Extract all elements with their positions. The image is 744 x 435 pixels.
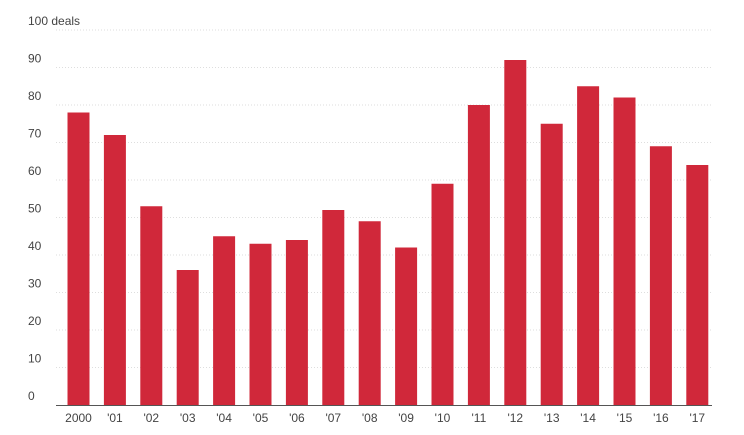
gridlines xyxy=(56,29,712,368)
y-tick-label-80: 80 xyxy=(28,89,42,103)
x-tick-label-1: '01 xyxy=(107,411,123,425)
bar-7 xyxy=(322,210,345,405)
bar-12 xyxy=(504,60,527,405)
x-tick-label-4: '04 xyxy=(216,411,232,425)
y-tick-label-100: 100 deals xyxy=(28,14,80,28)
x-tick-label-7: '07 xyxy=(325,411,341,425)
x-tick-label-17: '17 xyxy=(689,411,705,425)
bar-2 xyxy=(140,206,163,405)
y-tick-label-70: 70 xyxy=(28,127,42,141)
y-tick-label-30: 30 xyxy=(28,277,42,291)
x-axis-tick-labels: 2000 '01 '02 '03 '04 '05 '06 '07 '08 '09 '10 '11 '12… xyxy=(65,411,705,425)
bar-10 xyxy=(431,183,454,405)
x-tick-label-9: '09 xyxy=(398,411,414,425)
y-axis-tick-labels: 0 10 20 30 40 50 60 70 80 90 100 deals xyxy=(28,14,80,403)
bar-1 xyxy=(103,135,126,405)
y-tick-label-0: 0 xyxy=(28,389,35,403)
bar-6 xyxy=(285,240,308,405)
bar-8 xyxy=(358,221,381,405)
bar-0 xyxy=(67,112,90,405)
x-tick-label-15: '15 xyxy=(617,411,633,425)
x-tick-label-16: '16 xyxy=(653,411,669,425)
x-tick-label-8: '08 xyxy=(362,411,378,425)
x-tick-label-12: '12 xyxy=(507,411,523,425)
bar-15 xyxy=(613,97,636,405)
y-tick-label-20: 20 xyxy=(28,314,42,328)
bar-14 xyxy=(577,86,600,405)
bars xyxy=(67,60,709,405)
bar-5 xyxy=(249,243,272,405)
bar-13 xyxy=(540,123,563,405)
x-tick-label-14: '14 xyxy=(580,411,596,425)
y-tick-label-40: 40 xyxy=(28,239,42,253)
x-tick-label-6: '06 xyxy=(289,411,305,425)
x-tick-label-13: '13 xyxy=(544,411,560,425)
bar-4 xyxy=(213,236,236,405)
bar-11 xyxy=(467,105,490,405)
x-tick-label-2: '02 xyxy=(143,411,159,425)
x-tick-label-11: '11 xyxy=(472,411,487,425)
x-tick-label-5: '05 xyxy=(253,411,269,425)
bar-17 xyxy=(686,165,709,405)
x-tick-label-0: 2000 xyxy=(65,411,92,425)
x-tick-label-3: '03 xyxy=(180,411,196,425)
y-tick-label-10: 10 xyxy=(28,352,42,366)
bar-9 xyxy=(395,247,418,405)
y-tick-label-90: 90 xyxy=(28,52,42,66)
x-tick-label-10: '10 xyxy=(435,411,451,425)
y-tick-label-60: 60 xyxy=(28,164,42,178)
y-tick-label-50: 50 xyxy=(28,202,42,216)
bar-16 xyxy=(649,146,672,405)
bar-3 xyxy=(176,270,199,405)
